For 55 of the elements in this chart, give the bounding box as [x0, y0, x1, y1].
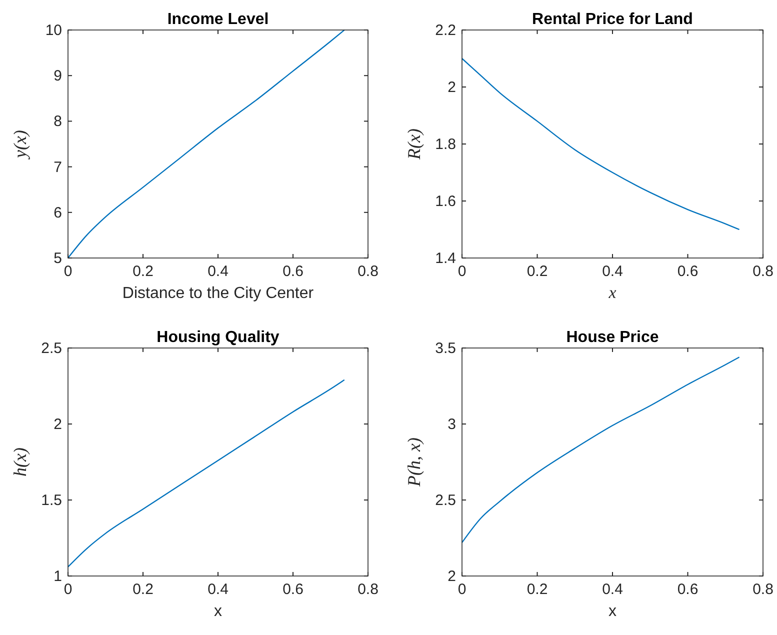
y-tick-label: 2 [448, 79, 456, 96]
y-axis-title: y(x) [10, 130, 30, 160]
chart-title: Rental Price for Land [532, 11, 693, 28]
y-axis-title: h(x) [10, 448, 30, 476]
y-tick-label: 1.8 [435, 136, 456, 153]
y-tick-label: 9 [54, 68, 62, 85]
x-tick-label: 0.8 [752, 263, 774, 280]
y-tick-label: 10 [45, 22, 62, 39]
x-tick-label: 0.8 [752, 581, 774, 598]
x-tick-label: 0.8 [358, 581, 378, 598]
x-tick-label: 0.4 [208, 581, 228, 598]
line-series [461, 356, 740, 544]
x-tick-label: 0.8 [358, 263, 378, 280]
x-tick-label: 0.2 [526, 263, 548, 280]
x-axis-title: Distance to the City Center [122, 285, 314, 302]
x-tick-label: 0 [458, 263, 466, 280]
line-series [67, 29, 345, 259]
line-series [461, 58, 740, 230]
x-axis-title: x [608, 283, 617, 302]
y-tick-label: 1.4 [435, 250, 456, 267]
x-tick-label: 0 [458, 581, 466, 598]
x-tick-label: 0.6 [282, 263, 304, 280]
chart-title: House Price [566, 329, 659, 346]
y-tick-label: 2 [54, 416, 62, 433]
x-tick-label: 0 [64, 263, 72, 280]
y-tick-label: 1.5 [41, 492, 62, 509]
y-tick-label: 6 [54, 204, 62, 222]
y-tick-label: 2.2 [435, 22, 456, 39]
x-tick-label: 0.2 [132, 263, 154, 280]
y-tick-label: 2 [448, 568, 456, 585]
y-tick-label: 5 [54, 250, 62, 267]
y-tick-label: 2.5 [435, 492, 456, 509]
x-tick-label: 0.6 [677, 581, 698, 598]
y-axis-title: P(h, x) [404, 438, 424, 488]
x-tick-label: 0.6 [677, 263, 698, 280]
chart-title: Income Level [167, 11, 269, 28]
y-axis-title: R(x) [404, 128, 424, 160]
x-tick-label: 0 [64, 581, 72, 598]
y-tick-label: 1.6 [435, 193, 456, 210]
y-tick-label: 2.5 [41, 340, 62, 357]
x-axis-title: x [214, 603, 222, 620]
x-tick-label: 0.2 [526, 581, 548, 598]
line-series [67, 379, 345, 568]
y-tick-label: 3.5 [435, 340, 456, 357]
x-tick-label: 0.4 [208, 263, 228, 280]
y-tick-label: 8 [54, 113, 62, 130]
x-tick-label: 0.6 [282, 581, 304, 598]
x-tick-label: 0.2 [132, 581, 154, 598]
x-axis-title: x [608, 603, 616, 620]
chart-title: Housing Quality [156, 329, 280, 346]
y-tick-label: 3 [448, 416, 456, 433]
y-tick-label: 1 [54, 568, 62, 585]
x-tick-label: 0.4 [602, 263, 623, 280]
y-tick-label: 7 [54, 158, 62, 176]
x-tick-label: 0.4 [602, 581, 623, 598]
